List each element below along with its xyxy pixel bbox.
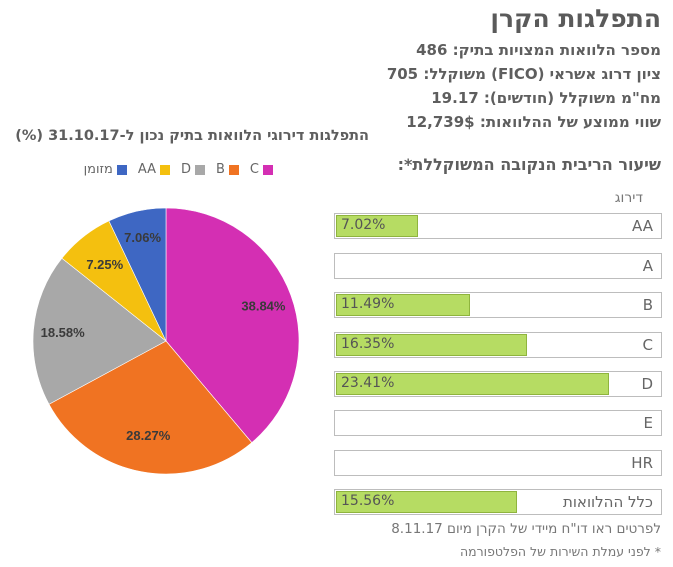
rate-value: 15.56% — [341, 493, 395, 509]
rate-grade-label: B — [642, 296, 653, 314]
rate-row: 7.02% AA — [334, 213, 662, 239]
footnote-report: לפרטים ראו דו"ח מיידי של הקרן מיום 8.11.… — [391, 521, 661, 537]
legend-swatch-d — [195, 164, 205, 175]
rate-grade-label: AA — [632, 217, 653, 235]
stat-loan-count: מספר הלוואות המצויות בתיק: 486 — [416, 41, 661, 59]
pie-data-label: 18.58% — [41, 325, 86, 340]
rate-row: E — [334, 410, 662, 436]
rate-row: A — [334, 253, 662, 279]
rate-grade-label: C — [642, 336, 653, 354]
footnote-fee: * לפני עמלת השירות של הפלטפורמה — [459, 544, 661, 559]
legend-item-d: D — [181, 162, 205, 177]
pie-slice-d — [32, 257, 167, 405]
legend-item-aa: AA — [138, 162, 170, 177]
pie-data-label: 38.84% — [241, 298, 286, 313]
pie-slice-b — [48, 340, 253, 475]
legend-swatch-aa — [159, 164, 170, 175]
rate-value: 11.49% — [341, 296, 395, 312]
legend-label-c: C — [249, 162, 259, 177]
rate-grade-label: HR — [631, 454, 653, 472]
legend-swatch-b — [228, 164, 239, 175]
rate-row: 16.35% C — [334, 332, 662, 358]
rate-value: 23.41% — [341, 375, 395, 391]
rate-bar — [336, 373, 609, 395]
legend-item-cash: מזומן — [84, 162, 127, 177]
stat-average-loan: שווי ממוצע של ההלוואות: 12,739$ — [406, 113, 661, 131]
stat-fico: ציון דרוג אשראי (FICO) משוקלל: 705 — [386, 65, 661, 83]
rate-bar — [336, 334, 527, 356]
rate-value: 7.02% — [341, 217, 386, 233]
rate-grade-label: E — [643, 414, 653, 432]
pie-slice-c — [165, 207, 300, 444]
rate-row: 23.41% D — [334, 371, 662, 397]
legend-label-d: D — [180, 162, 191, 177]
legend-swatch-cash — [116, 164, 127, 175]
rate-grade-label: D — [641, 375, 653, 393]
pie-slice-cash — [108, 207, 167, 342]
legend-label-cash: מזומן — [83, 162, 113, 177]
rate-bar — [336, 294, 470, 316]
pie-data-label: 28.27% — [126, 428, 171, 443]
rate-bar — [336, 491, 518, 513]
legend-item-c: C — [250, 162, 273, 177]
rate-grade-label: כלל ההלוואות — [562, 493, 653, 511]
pie-chart-title: התפלגות דירוגי הלוואות בתיק נכון ל-31.10… — [15, 128, 369, 144]
grade-column-header: דירוג — [614, 190, 643, 206]
stat-weighted-term: מח"מ משוקלל (חודשים): 19.17 — [431, 89, 661, 107]
rate-bar — [336, 215, 418, 237]
rates-title: שיעור הריבית הנקובה המשוקללת*: — [397, 155, 661, 174]
pie-chart: 38.84% 28.27% 18.58% 7.25%7.06% — [32, 207, 300, 475]
legend-swatch-c — [263, 164, 273, 175]
rate-row: HR — [334, 450, 662, 476]
rate-row: 11.49% B — [334, 292, 662, 318]
rate-value: 16.35% — [341, 336, 395, 352]
legend-label-aa: AA — [137, 162, 156, 177]
page-title: התפלגות הקרן — [490, 4, 661, 33]
legend-label-b: B — [216, 162, 225, 177]
rate-row: 15.56% כלל ההלוואות — [334, 489, 662, 515]
pie-data-label: 7.25% — [86, 257, 123, 272]
pie-data-label: 7.06% — [124, 230, 161, 245]
rate-grade-label: A — [642, 257, 653, 275]
legend-item-b: B — [216, 162, 239, 177]
pie-legend: C B D AA מזומן — [84, 162, 273, 177]
